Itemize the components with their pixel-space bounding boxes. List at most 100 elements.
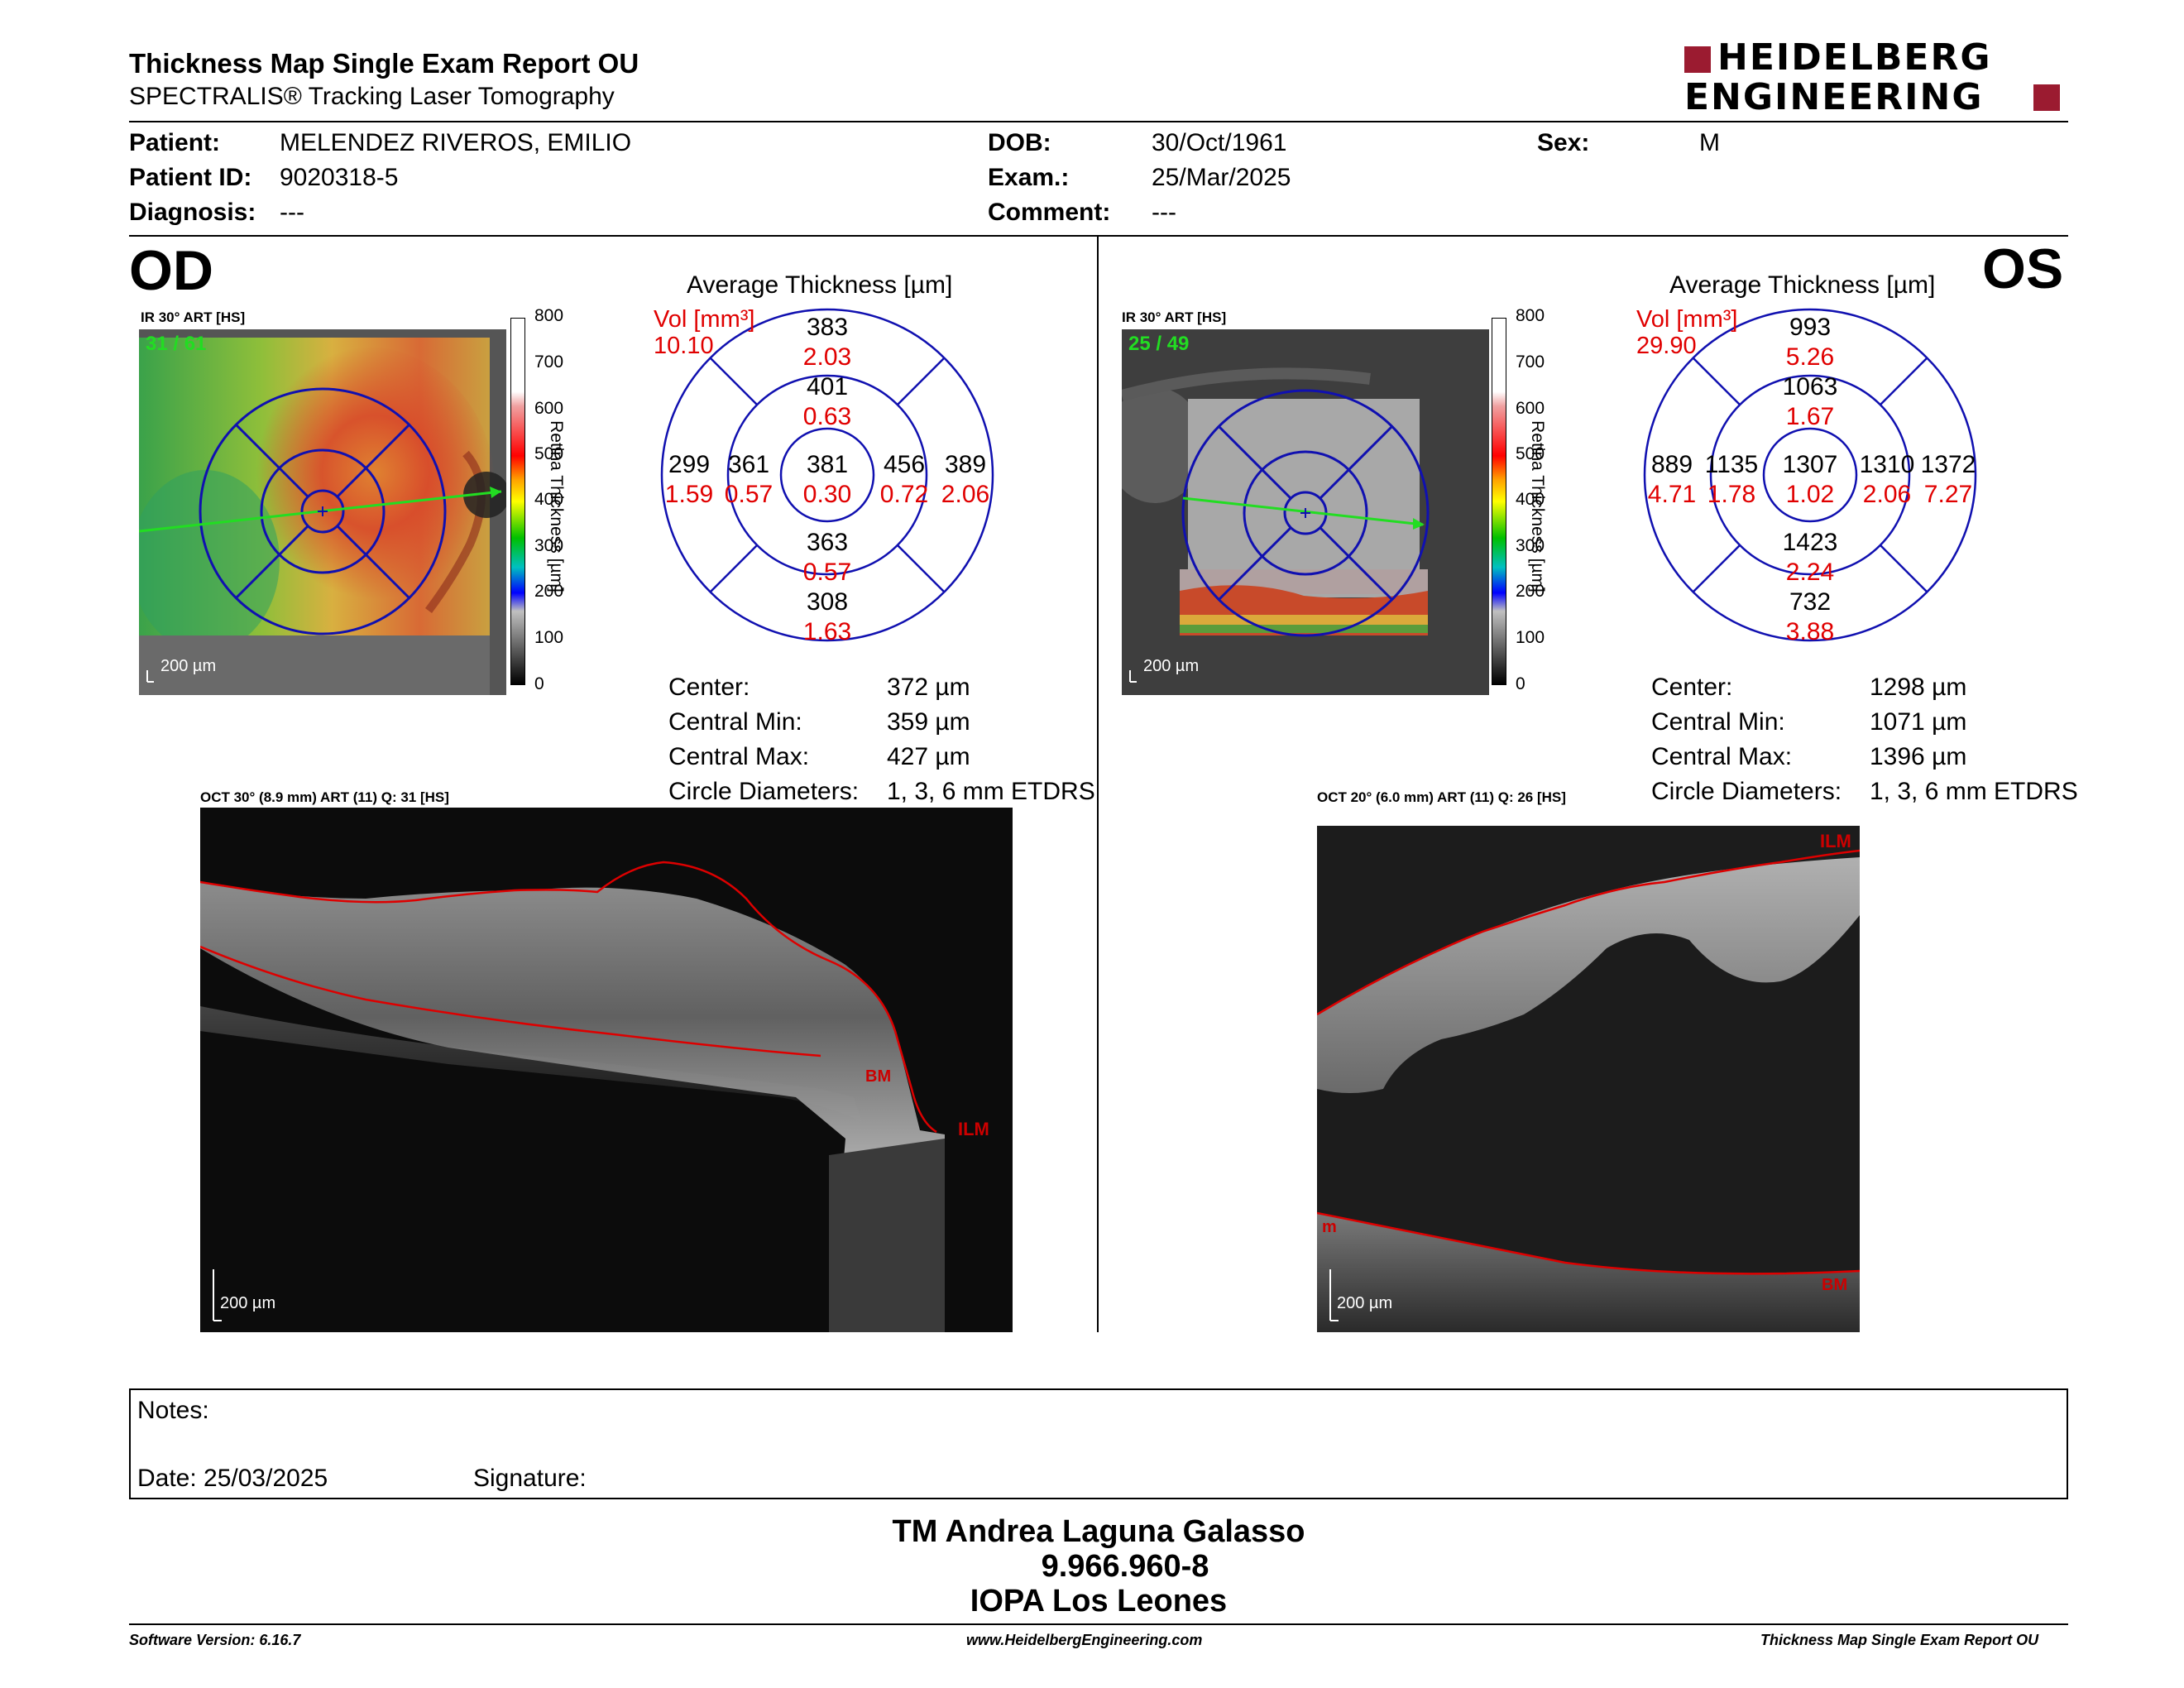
- os-frame-counter: 25 / 49: [1128, 333, 1190, 355]
- od-stat-label: Center:: [668, 674, 750, 701]
- od-volume: 0.72: [879, 481, 929, 508]
- comment-label: Comment:: [988, 199, 1111, 226]
- os-tick: 800: [1516, 306, 1545, 325]
- od-thickness: 299: [668, 451, 711, 478]
- od-stat-value: 359 µm: [887, 708, 970, 736]
- center-divider: [1097, 237, 1099, 1332]
- od-sector-inner-inferior: 363 0.57: [790, 528, 864, 587]
- od-stat-label: Circle Diameters:: [668, 778, 860, 805]
- os-stat-label: Circle Diameters:: [1651, 778, 1842, 805]
- os-thickness: 993: [1789, 314, 1832, 341]
- od-volume: 2.06: [941, 481, 990, 508]
- notes-label: Notes:: [137, 1397, 209, 1424]
- signer-institution: IOPA Los Leones: [970, 1584, 1228, 1618]
- sex-label: Sex:: [1537, 129, 1590, 156]
- os-vol-unit: Vol [mm³]: [1636, 306, 1738, 333]
- os-stats-values: 1298 µm 1071 µm 1396 µm 1, 3, 6 mm ETDRS: [1870, 670, 2078, 809]
- od-stat-label: Central Min:: [668, 708, 802, 736]
- od-thickness: 381: [806, 451, 849, 478]
- os-tick: 400: [1516, 490, 1545, 509]
- os-eye-label: OS: [1982, 237, 2064, 300]
- os-sector-outer-superior: 993 5.26: [1773, 313, 1847, 372]
- os-stat-label: Central Max:: [1651, 743, 1793, 770]
- notes-signature: Signature:: [473, 1465, 587, 1492]
- os-volume: 1.78: [1707, 481, 1756, 508]
- exam-label: Exam.:: [988, 164, 1070, 191]
- os-volume: 2.24: [1785, 559, 1835, 586]
- od-sector-outer-right: 389 2.06: [930, 450, 1001, 510]
- os-tick: 200: [1516, 582, 1545, 601]
- comment-value: ---: [1152, 199, 1176, 226]
- od-thickness: 363: [806, 529, 849, 556]
- os-ir-label: IR 30° ART [HS]: [1122, 309, 1227, 325]
- os-ilm-label: ILM: [1820, 831, 1851, 851]
- os-volume: 3.88: [1785, 618, 1835, 645]
- os-sector-outer-right: 1372 7.27: [1913, 450, 1984, 510]
- os-sector-inner-inferior: 1423 2.24: [1773, 528, 1847, 587]
- od-volume: 0.57: [802, 559, 852, 586]
- od-volume: 1.59: [664, 481, 714, 508]
- od-stats-labels: Center: Central Min: Central Max: Circle…: [668, 670, 859, 809]
- od-thickness: 308: [806, 588, 849, 616]
- os-sector-center: 1307 1.02: [1773, 450, 1847, 510]
- os-thickness: 732: [1789, 588, 1832, 616]
- od-tick: 200: [534, 582, 564, 601]
- od-tick: 100: [534, 628, 564, 647]
- os-stats-labels: Center: Central Min: Central Max: Circle…: [1651, 670, 1842, 809]
- od-fundus-thickness-map: [139, 329, 506, 695]
- od-colorbar-label: Retina Thickness [µm]: [547, 420, 566, 592]
- od-tick: 800: [534, 306, 564, 325]
- od-stat-label: Central Max:: [668, 743, 810, 770]
- od-volume: 0.30: [802, 481, 852, 508]
- os-oct-bscan: [1317, 808, 1860, 1332]
- dob-value: 30/Oct/1961: [1152, 129, 1287, 156]
- od-thickness: 389: [944, 451, 987, 478]
- signer-rut: 9.966.960-8: [1041, 1549, 1209, 1584]
- patient-rule: [129, 235, 2068, 237]
- os-thickness: 1423: [1782, 529, 1838, 556]
- os-volume: 1.02: [1785, 481, 1835, 508]
- od-thickness: 383: [806, 314, 849, 341]
- diagnosis-label: Diagnosis:: [129, 199, 256, 226]
- os-sector-outer-left: 889 4.71: [1636, 450, 1707, 510]
- patient-name: MELENDEZ RIVEROS, EMILIO: [280, 129, 632, 156]
- os-sector-inner-right: 1310 2.06: [1851, 450, 1923, 510]
- od-sector-outer-superior: 383 2.03: [790, 313, 864, 372]
- os-stat-value: 1071 µm: [1870, 708, 1967, 736]
- od-vol-label: Vol [mm³] 10.10: [654, 306, 754, 359]
- footer-url[interactable]: www.HeidelbergEngineering.com: [966, 1632, 1203, 1648]
- os-colorbar-label: Retina Thickness [µm]: [1528, 420, 1547, 592]
- os-volume: 4.71: [1647, 481, 1697, 508]
- os-thickness: 1372: [1920, 451, 1976, 478]
- notes-date: Date: 25/03/2025: [137, 1465, 328, 1492]
- od-tick: 500: [534, 444, 564, 463]
- od-etdrs-grid: [660, 308, 994, 642]
- os-sector-outer-inferior: 732 3.88: [1773, 587, 1847, 647]
- os-bm-label: BM: [1822, 1276, 1848, 1294]
- os-sector-inner-left: 1135 1.78: [1696, 450, 1767, 510]
- os-oct-scale: 200 µm: [1337, 1294, 1393, 1312]
- signer-name: TM Andrea Laguna Galasso: [892, 1514, 1305, 1549]
- od-oct-bscan: [200, 808, 1013, 1332]
- exam-value: 25/Mar/2025: [1152, 164, 1291, 191]
- od-tick: 600: [534, 399, 564, 418]
- od-volume: 1.63: [802, 618, 852, 645]
- od-oct-scale: 200 µm: [220, 1294, 276, 1312]
- od-colorbar: [510, 318, 525, 685]
- od-oct-label: OCT 30° (8.9 mm) ART (11) Q: 31 [HS]: [200, 789, 449, 805]
- patient-id-label: Patient ID:: [129, 164, 252, 191]
- os-stat-value: 1, 3, 6 mm ETDRS: [1870, 778, 2078, 805]
- os-colorbar: [1492, 318, 1506, 685]
- od-tick: 400: [534, 490, 564, 509]
- os-stat-label: Central Min:: [1651, 708, 1785, 736]
- header-rule: [129, 121, 2068, 122]
- notes-box[interactable]: Notes: Date: 25/03/2025 Signature:: [129, 1388, 2068, 1499]
- od-thickness: 456: [883, 451, 926, 478]
- os-tick: 700: [1516, 352, 1545, 372]
- od-vol-unit: Vol [mm³]: [654, 306, 755, 333]
- os-stat-label: Center:: [1651, 674, 1733, 701]
- os-vol-total: 29.90: [1636, 333, 1697, 359]
- os-tick: 300: [1516, 536, 1545, 555]
- os-m-label: m: [1322, 1218, 1337, 1236]
- os-tick: 500: [1516, 444, 1545, 463]
